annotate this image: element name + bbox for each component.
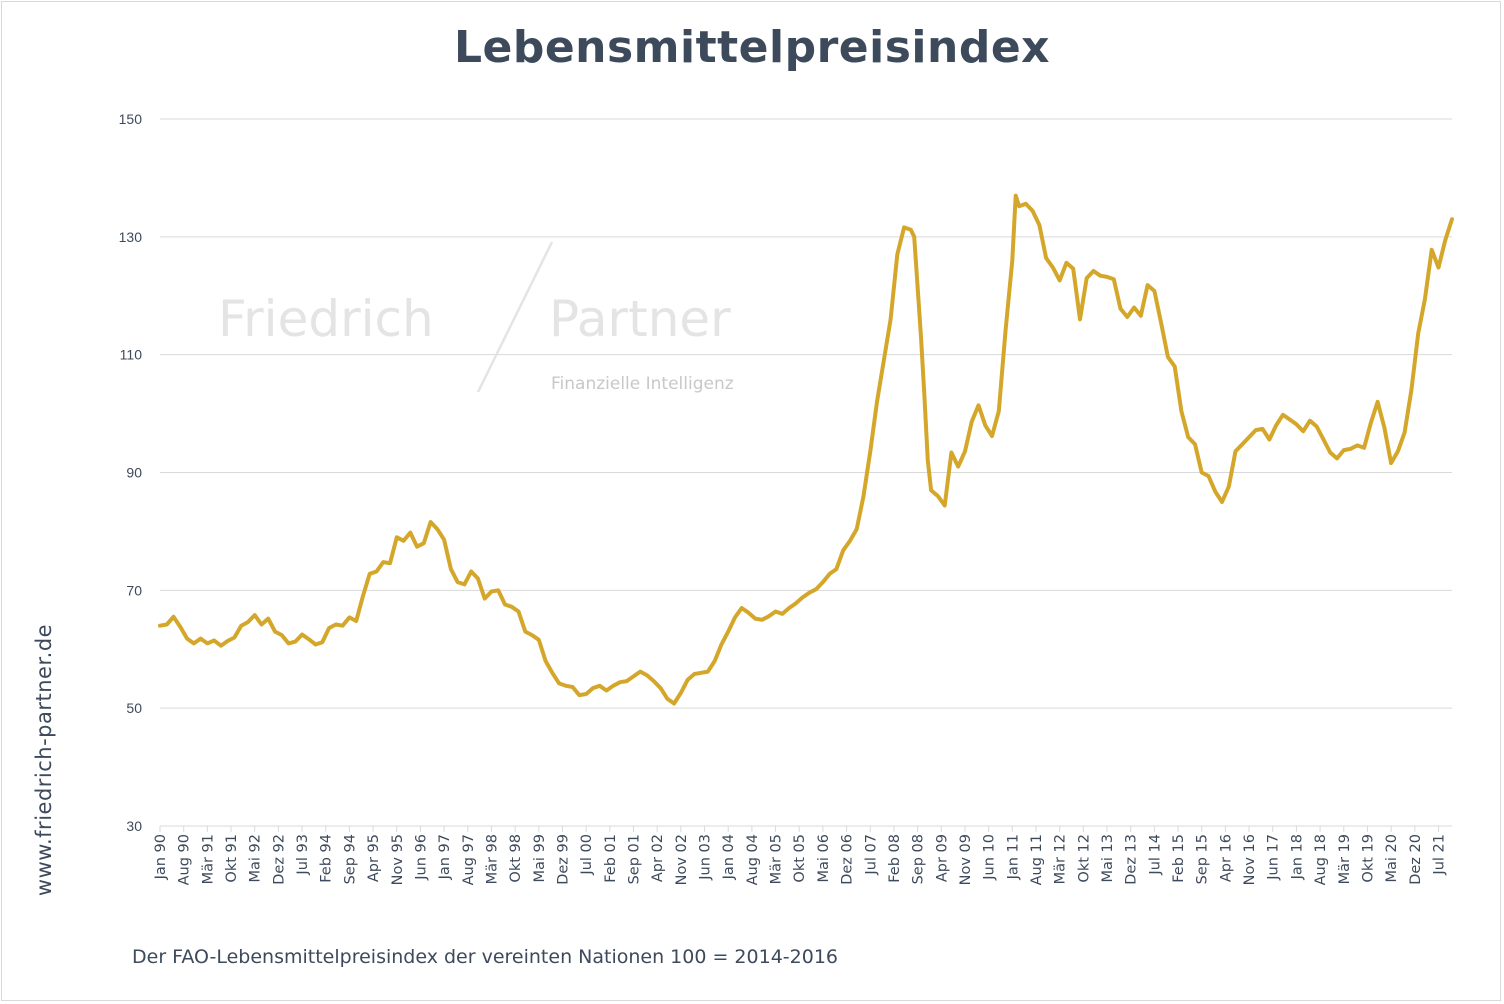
watermark-tagline: Finanzielle Intelligenz <box>551 374 734 394</box>
x-tick-label: Apr 09 <box>934 834 950 882</box>
x-tick-label: Feb 94 <box>319 834 335 883</box>
x-tick-label: Jan 04 <box>721 834 737 880</box>
x-tick-label: Mai 06 <box>816 834 832 882</box>
x-tick-label: Jun 17 <box>1266 834 1282 881</box>
x-tick-label: Aug 04 <box>745 834 761 885</box>
x-tick-label: Mai 13 <box>1100 834 1116 882</box>
y-tick-label: 110 <box>120 347 143 363</box>
y-tick-label: 150 <box>119 111 143 127</box>
x-tick-label: Jul 00 <box>579 834 595 876</box>
x-tick-label: Jul 14 <box>1147 834 1163 876</box>
x-tick-label: Jul 07 <box>863 834 879 876</box>
x-tick-label: Jan 11 <box>1005 834 1021 880</box>
x-tick-label: Nov 16 <box>1242 834 1258 885</box>
x-tick-label: Jun 10 <box>982 834 998 881</box>
x-tick-label: Feb 08 <box>887 834 903 883</box>
x-tick-label: Dez 13 <box>1124 834 1140 885</box>
watermark-slash <box>476 241 554 393</box>
x-tick-label: Okt 98 <box>508 834 524 883</box>
x-tick-label: Mär 19 <box>1337 834 1353 884</box>
x-tick-label: Jan 97 <box>437 834 453 880</box>
x-tick-label: Sep 94 <box>342 834 358 884</box>
x-tick-label: Dez 20 <box>1408 834 1424 885</box>
x-tick-label: Dez 99 <box>555 834 571 885</box>
x-tick-label: Jan 90 <box>153 834 169 880</box>
x-tick-label: Nov 02 <box>674 834 690 885</box>
x-tick-label: Aug 97 <box>461 834 477 885</box>
x-tick-label: Aug 90 <box>177 834 193 885</box>
y-tick-label: 30 <box>126 818 142 834</box>
x-tick-label: Mai 99 <box>532 834 548 882</box>
y-tick-label: 130 <box>119 229 143 245</box>
series-line-0 <box>158 193 1454 706</box>
x-tick-label: Okt 12 <box>1076 834 1092 883</box>
x-tick-label: Jan 18 <box>1289 834 1305 880</box>
x-tick-label: Okt 91 <box>224 834 240 883</box>
y-tick-label: 90 <box>126 465 142 481</box>
x-tick-label: Jul 93 <box>295 834 311 876</box>
x-tick-label: Mär 98 <box>484 834 500 884</box>
gridlines <box>160 118 1452 827</box>
chart-footnote: Der FAO-Lebensmittelpreisindex der verei… <box>132 946 838 968</box>
x-tick-label: Jun 03 <box>698 834 714 881</box>
website-url: www.friedrich-partner.de <box>32 623 56 897</box>
x-tick-label: Mär 05 <box>769 834 785 884</box>
y-tick-label: 50 <box>126 700 142 716</box>
y-tick-label: 70 <box>126 582 142 598</box>
x-tick-label: Jul 21 <box>1431 834 1447 876</box>
x-tick-label: Apr 02 <box>650 834 666 882</box>
watermark-name-left: Friedrich <box>218 290 434 348</box>
x-tick-label: Mär 91 <box>200 834 216 884</box>
watermark: Friedrich Partner Finanzielle Intelligen… <box>218 241 734 394</box>
watermark-name-right: Partner <box>549 290 731 348</box>
x-tick-label: Aug 18 <box>1313 834 1329 885</box>
x-tick-label: Aug 11 <box>1029 834 1045 885</box>
x-tick-label: Dez 06 <box>840 834 856 885</box>
y-axis-ticks: 30 50 70 90 110 130 150 <box>119 111 143 834</box>
x-tick-label: Feb 15 <box>1171 834 1187 883</box>
x-tick-label: Sep 15 <box>1195 834 1211 884</box>
chart-title: Lebensmittelpreisindex <box>453 22 1051 73</box>
x-tick-label: Dez 92 <box>271 834 287 885</box>
x-tick-label: Okt 19 <box>1360 834 1376 883</box>
x-tick-label: Feb 01 <box>603 834 619 883</box>
x-tick-label: Nov 95 <box>390 834 406 885</box>
x-tick-label: Apr 16 <box>1218 834 1234 882</box>
x-tick-label: Mai 20 <box>1384 834 1400 882</box>
x-tick-label: Jun 96 <box>413 834 429 881</box>
x-tick-label: Okt 05 <box>792 834 808 883</box>
series-layer <box>158 193 1454 706</box>
x-tick-label: Mär 12 <box>1053 834 1069 884</box>
x-axis-ticks: Jan 90 Aug 90 Mär 91 Okt 91 Mai 92 Dez 92 Jul … <box>153 826 1447 885</box>
x-tick-label: Sep 01 <box>627 834 643 884</box>
x-tick-label: Nov 09 <box>958 834 974 885</box>
x-tick-label: Apr 95 <box>366 834 382 882</box>
x-tick-label: Mai 92 <box>248 834 264 882</box>
x-tick-label: Sep 08 <box>911 834 927 884</box>
